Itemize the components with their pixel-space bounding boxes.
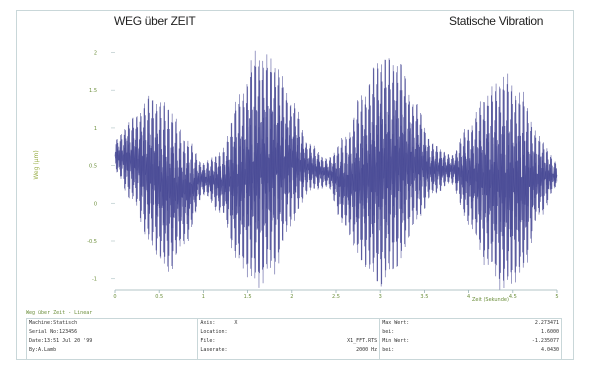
plot-area [114,50,558,291]
x-axis: 0 0.5 1 1.5 2 2.5 3 3.5 4 4.5 5 [113,289,559,300]
location-row: Location: [200,328,377,337]
min-key: Min Wert: [382,338,410,344]
file-key: File: [200,338,216,344]
chart-caption: Weg über Zeit - Linear [26,310,93,316]
axis-value: X [234,320,238,326]
min-at-key: bei: [382,347,395,353]
x-tick-label: 0.5 [155,294,163,300]
file-value: X1_FFT.RTS [347,338,378,344]
x-tick-label: 5 [555,294,558,300]
rate-value: 2000 Hz [356,347,378,353]
x-tick-label: 3.5 [420,294,428,300]
location-key: Location: [200,329,228,335]
waveform-core [114,109,558,237]
y-axis: 2 1.5 1 0.5 0 -0.5 -1 [87,51,115,283]
x-tick-label: 2 [290,294,293,300]
min-at-value: 4.0430 [540,347,559,353]
y-tick-label: -1 [92,277,97,283]
x-tick-label: 0 [113,294,116,300]
location-value [234,328,377,337]
chart-title: WEG über ZEIT [114,14,196,28]
machine-line: Machine:Statisch [29,320,78,326]
y-tick-label: 1.5 [89,88,97,94]
chart-subtitle: Statische Vibration [449,14,544,28]
info-table: Machine:Statisch Serial No:123456 Date:1… [25,318,562,360]
y-tick-label: 1 [94,126,97,132]
min-at-row: bei: 4.0430 [382,346,559,355]
y-tick-label: 0 [94,201,97,207]
x-tick-label: 1.5 [244,294,252,300]
rate-key: Laserate: [200,347,228,353]
max-row: Max Wert: 2.273471 [382,319,559,328]
x-tick-label: 4.5 [509,294,517,300]
axis-row: Axis: X [200,319,377,328]
y-tick-label: 2 [94,51,97,57]
rate-row: Laserate: 2000 Hz [200,346,377,355]
y-tick-label: -0.5 [87,239,97,245]
max-at-key: bei: [382,329,395,335]
file-row: File: X1_FFT.RTS [200,337,377,346]
serial-line: Serial No:123456 [29,329,78,335]
min-row: Min Wert: -1.235077 [382,337,559,346]
x-axis-label: Zeit (Sekunde) [472,297,509,303]
operator-line: By:A.Lamb [29,347,57,353]
max-at-row: bei: 1.6000 [382,328,559,337]
min-value: -1.235077 [531,338,559,344]
statistics-info: Max Wert: 2.273471 bei: 1.6000 Min Wert: -1… [379,318,562,360]
machine-info: Machine:Statisch Serial No:123456 Date:1… [25,318,199,360]
x-tick-label: 4 [467,294,470,300]
axis-key: Axis: [200,320,216,326]
y-tick-label: 0.5 [89,164,97,170]
max-at-value: 1.6000 [540,329,559,335]
y-axis-label: Weg (µm) [33,150,40,179]
x-tick-label: 3 [379,294,382,300]
x-tick-label: 1 [202,294,205,300]
x-tick-label: 2.5 [332,294,340,300]
max-value: 2.273471 [534,320,559,326]
measurement-info: Axis: X Location: File: X1_FFT.RTS Laserat… [197,318,381,360]
date-line: Date:13:51 Jul 20 '99 [29,338,93,344]
max-key: Max Wert: [382,320,410,326]
